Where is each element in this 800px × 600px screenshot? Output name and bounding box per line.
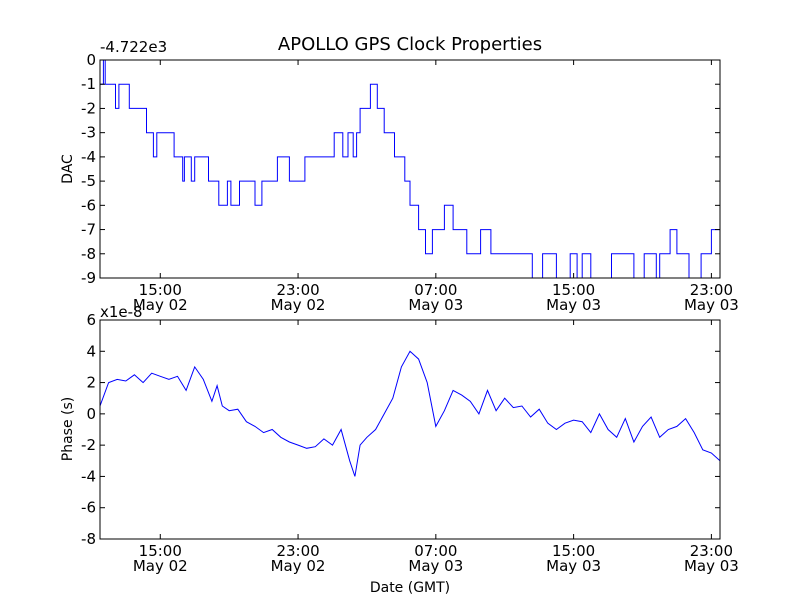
- dac-x-tick-time: 15:00: [139, 281, 182, 299]
- dac-x-tick-time: 23:00: [276, 281, 319, 299]
- dac-y-tick-label: -3: [81, 124, 96, 142]
- dac-x-tick-date: May 02: [133, 296, 188, 314]
- phase-y-axis-label: Phase (s): [60, 397, 76, 461]
- dac-x-tick-date: May 03: [408, 296, 463, 314]
- dac-x-tick-date: May 03: [546, 296, 601, 314]
- phase-y-tick-label: -8: [81, 530, 96, 548]
- dac-x-tick-date: May 02: [271, 296, 326, 314]
- phase-x-tick-date: May 03: [408, 557, 463, 575]
- dac-x-tick-date: May 03: [684, 296, 739, 314]
- phase-x-tick-time: 23:00: [690, 542, 733, 560]
- dac-y-tick-label: -9: [81, 269, 96, 287]
- dac-y-axis-label: DAC: [60, 154, 76, 184]
- dac-series-line: [100, 60, 720, 278]
- phase-y-tick-label: 2: [86, 374, 96, 392]
- dac-y-ticks: 0 -1 -2 -3 -4 -5 -6 -7 -8 -9: [81, 51, 720, 287]
- dac-y-tick-label: -6: [81, 196, 96, 214]
- phase-y-tick-label: 6: [86, 311, 96, 329]
- dac-axes-frame: [99, 59, 721, 279]
- phase-series-line: [100, 350, 720, 477]
- phase-y-tick-label: 0: [86, 405, 96, 423]
- dac-y-tick-label: -2: [81, 99, 96, 117]
- dac-y-tick-label: -8: [81, 245, 96, 263]
- phase-y-tick-label: -4: [81, 467, 96, 485]
- dac-x-tick-time: 23:00: [690, 281, 733, 299]
- phase-x-tick-date: May 03: [546, 557, 601, 575]
- phase-y-ticks: 6 4 2 0 -2 -4 -6 -8: [81, 311, 720, 548]
- dac-offset-label: -4.722e3: [100, 38, 167, 56]
- phase-x-tick-time: 15:00: [139, 542, 182, 560]
- phase-x-tick-date: May 02: [271, 557, 326, 575]
- dac-y-tick-label: -7: [81, 221, 96, 239]
- phase-x-tick-date: May 02: [133, 557, 188, 575]
- chart-title: APOLLO GPS Clock Properties: [278, 34, 542, 55]
- dac-x-tick-time: 07:00: [414, 281, 457, 299]
- dac-y-tick-label: -5: [81, 172, 96, 190]
- phase-y-tick-label: 4: [86, 342, 96, 360]
- phase-x-tick-time: 23:00: [276, 542, 319, 560]
- phase-axes-frame: [99, 319, 721, 540]
- dac-y-tick-label: 0: [86, 51, 96, 69]
- phase-offset-label: x1e-8: [100, 303, 143, 321]
- phase-y-tick-label: -6: [81, 499, 96, 517]
- phase-x-tick-time: 07:00: [414, 542, 457, 560]
- dac-y-tick-label: -1: [81, 75, 96, 93]
- phase-x-tick-date: May 03: [684, 557, 739, 575]
- dac-y-tick-label: -4: [81, 148, 96, 166]
- dac-x-tick-time: 15:00: [552, 281, 595, 299]
- phase-x-tick-time: 15:00: [552, 542, 595, 560]
- phase-y-tick-label: -2: [81, 436, 96, 454]
- x-axis-label: Date (GMT): [370, 580, 450, 596]
